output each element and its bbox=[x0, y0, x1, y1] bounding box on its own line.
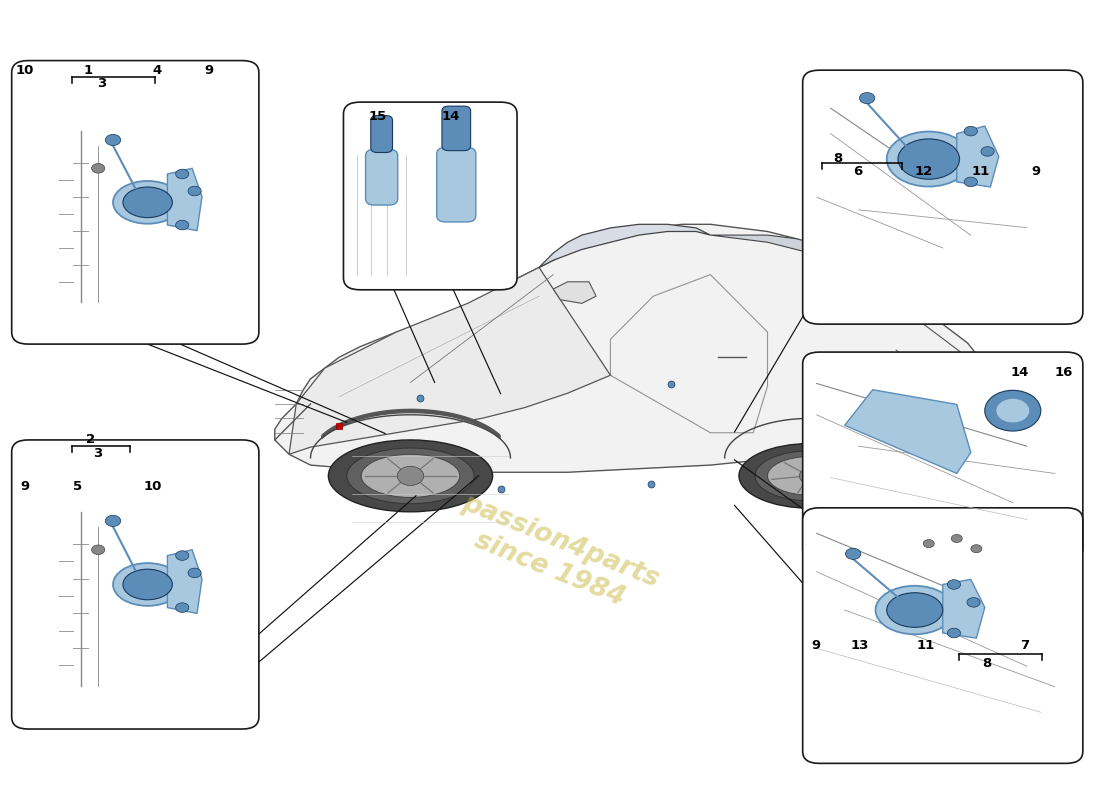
Polygon shape bbox=[711, 235, 868, 271]
Text: 14: 14 bbox=[1011, 366, 1030, 378]
Circle shape bbox=[106, 515, 121, 526]
Circle shape bbox=[846, 548, 861, 559]
Text: 14: 14 bbox=[442, 110, 460, 123]
Text: 8: 8 bbox=[982, 657, 992, 670]
Ellipse shape bbox=[887, 593, 943, 627]
Text: 9: 9 bbox=[205, 64, 214, 77]
Text: 1: 1 bbox=[84, 64, 94, 77]
Circle shape bbox=[947, 580, 960, 590]
Circle shape bbox=[188, 186, 201, 196]
Text: 5: 5 bbox=[73, 480, 82, 493]
Text: 3: 3 bbox=[92, 447, 102, 460]
Polygon shape bbox=[289, 267, 610, 454]
Polygon shape bbox=[957, 126, 999, 187]
Circle shape bbox=[965, 177, 978, 186]
Circle shape bbox=[996, 398, 1030, 423]
FancyBboxPatch shape bbox=[365, 150, 398, 205]
Circle shape bbox=[971, 545, 982, 553]
Text: 4: 4 bbox=[152, 64, 162, 77]
Ellipse shape bbox=[876, 586, 954, 634]
Circle shape bbox=[859, 93, 874, 104]
Circle shape bbox=[965, 126, 978, 136]
Text: 11: 11 bbox=[971, 165, 990, 178]
Text: 9: 9 bbox=[1031, 165, 1041, 178]
Text: 3: 3 bbox=[97, 78, 107, 90]
Circle shape bbox=[91, 163, 104, 173]
Circle shape bbox=[952, 534, 962, 542]
Circle shape bbox=[967, 598, 980, 607]
FancyBboxPatch shape bbox=[437, 147, 476, 222]
Circle shape bbox=[981, 146, 994, 156]
FancyBboxPatch shape bbox=[803, 352, 1082, 562]
Circle shape bbox=[923, 539, 934, 547]
Text: 15: 15 bbox=[368, 110, 386, 123]
FancyBboxPatch shape bbox=[371, 115, 393, 153]
Circle shape bbox=[106, 134, 121, 146]
Text: 6: 6 bbox=[852, 165, 862, 178]
Text: 16: 16 bbox=[1055, 366, 1074, 378]
Text: 12: 12 bbox=[914, 165, 933, 178]
Ellipse shape bbox=[898, 139, 959, 179]
Polygon shape bbox=[539, 224, 711, 267]
Circle shape bbox=[800, 468, 822, 484]
Circle shape bbox=[91, 545, 104, 554]
Ellipse shape bbox=[123, 187, 173, 218]
Ellipse shape bbox=[346, 448, 474, 504]
FancyBboxPatch shape bbox=[803, 508, 1082, 763]
Polygon shape bbox=[167, 168, 202, 230]
Text: 10: 10 bbox=[15, 64, 34, 77]
FancyBboxPatch shape bbox=[442, 106, 471, 150]
Polygon shape bbox=[275, 224, 996, 472]
Polygon shape bbox=[943, 579, 984, 638]
Text: 9: 9 bbox=[812, 639, 821, 653]
Ellipse shape bbox=[113, 563, 183, 606]
Polygon shape bbox=[845, 390, 971, 474]
Text: 2: 2 bbox=[86, 434, 96, 446]
FancyBboxPatch shape bbox=[803, 70, 1082, 324]
Ellipse shape bbox=[739, 443, 882, 508]
Text: 9: 9 bbox=[20, 480, 30, 493]
Text: 11: 11 bbox=[916, 639, 935, 653]
Ellipse shape bbox=[755, 451, 866, 501]
Circle shape bbox=[947, 628, 960, 638]
Circle shape bbox=[984, 390, 1041, 431]
Text: 13: 13 bbox=[850, 639, 869, 653]
FancyBboxPatch shape bbox=[12, 440, 258, 729]
Text: 10: 10 bbox=[143, 480, 162, 493]
Ellipse shape bbox=[123, 570, 173, 600]
Text: passion4parts
since 1984: passion4parts since 1984 bbox=[448, 490, 663, 621]
Polygon shape bbox=[167, 550, 202, 614]
Circle shape bbox=[176, 550, 189, 560]
Ellipse shape bbox=[361, 454, 460, 498]
Circle shape bbox=[397, 466, 424, 486]
Circle shape bbox=[176, 170, 189, 178]
Text: 8: 8 bbox=[833, 151, 843, 165]
Polygon shape bbox=[553, 282, 596, 303]
Circle shape bbox=[188, 568, 201, 578]
Ellipse shape bbox=[113, 181, 183, 224]
Circle shape bbox=[176, 220, 189, 230]
FancyBboxPatch shape bbox=[343, 102, 517, 290]
Ellipse shape bbox=[329, 440, 493, 512]
Ellipse shape bbox=[768, 457, 854, 495]
Text: 7: 7 bbox=[1020, 639, 1030, 653]
Circle shape bbox=[176, 603, 189, 612]
FancyBboxPatch shape bbox=[12, 61, 258, 344]
Ellipse shape bbox=[887, 131, 971, 186]
